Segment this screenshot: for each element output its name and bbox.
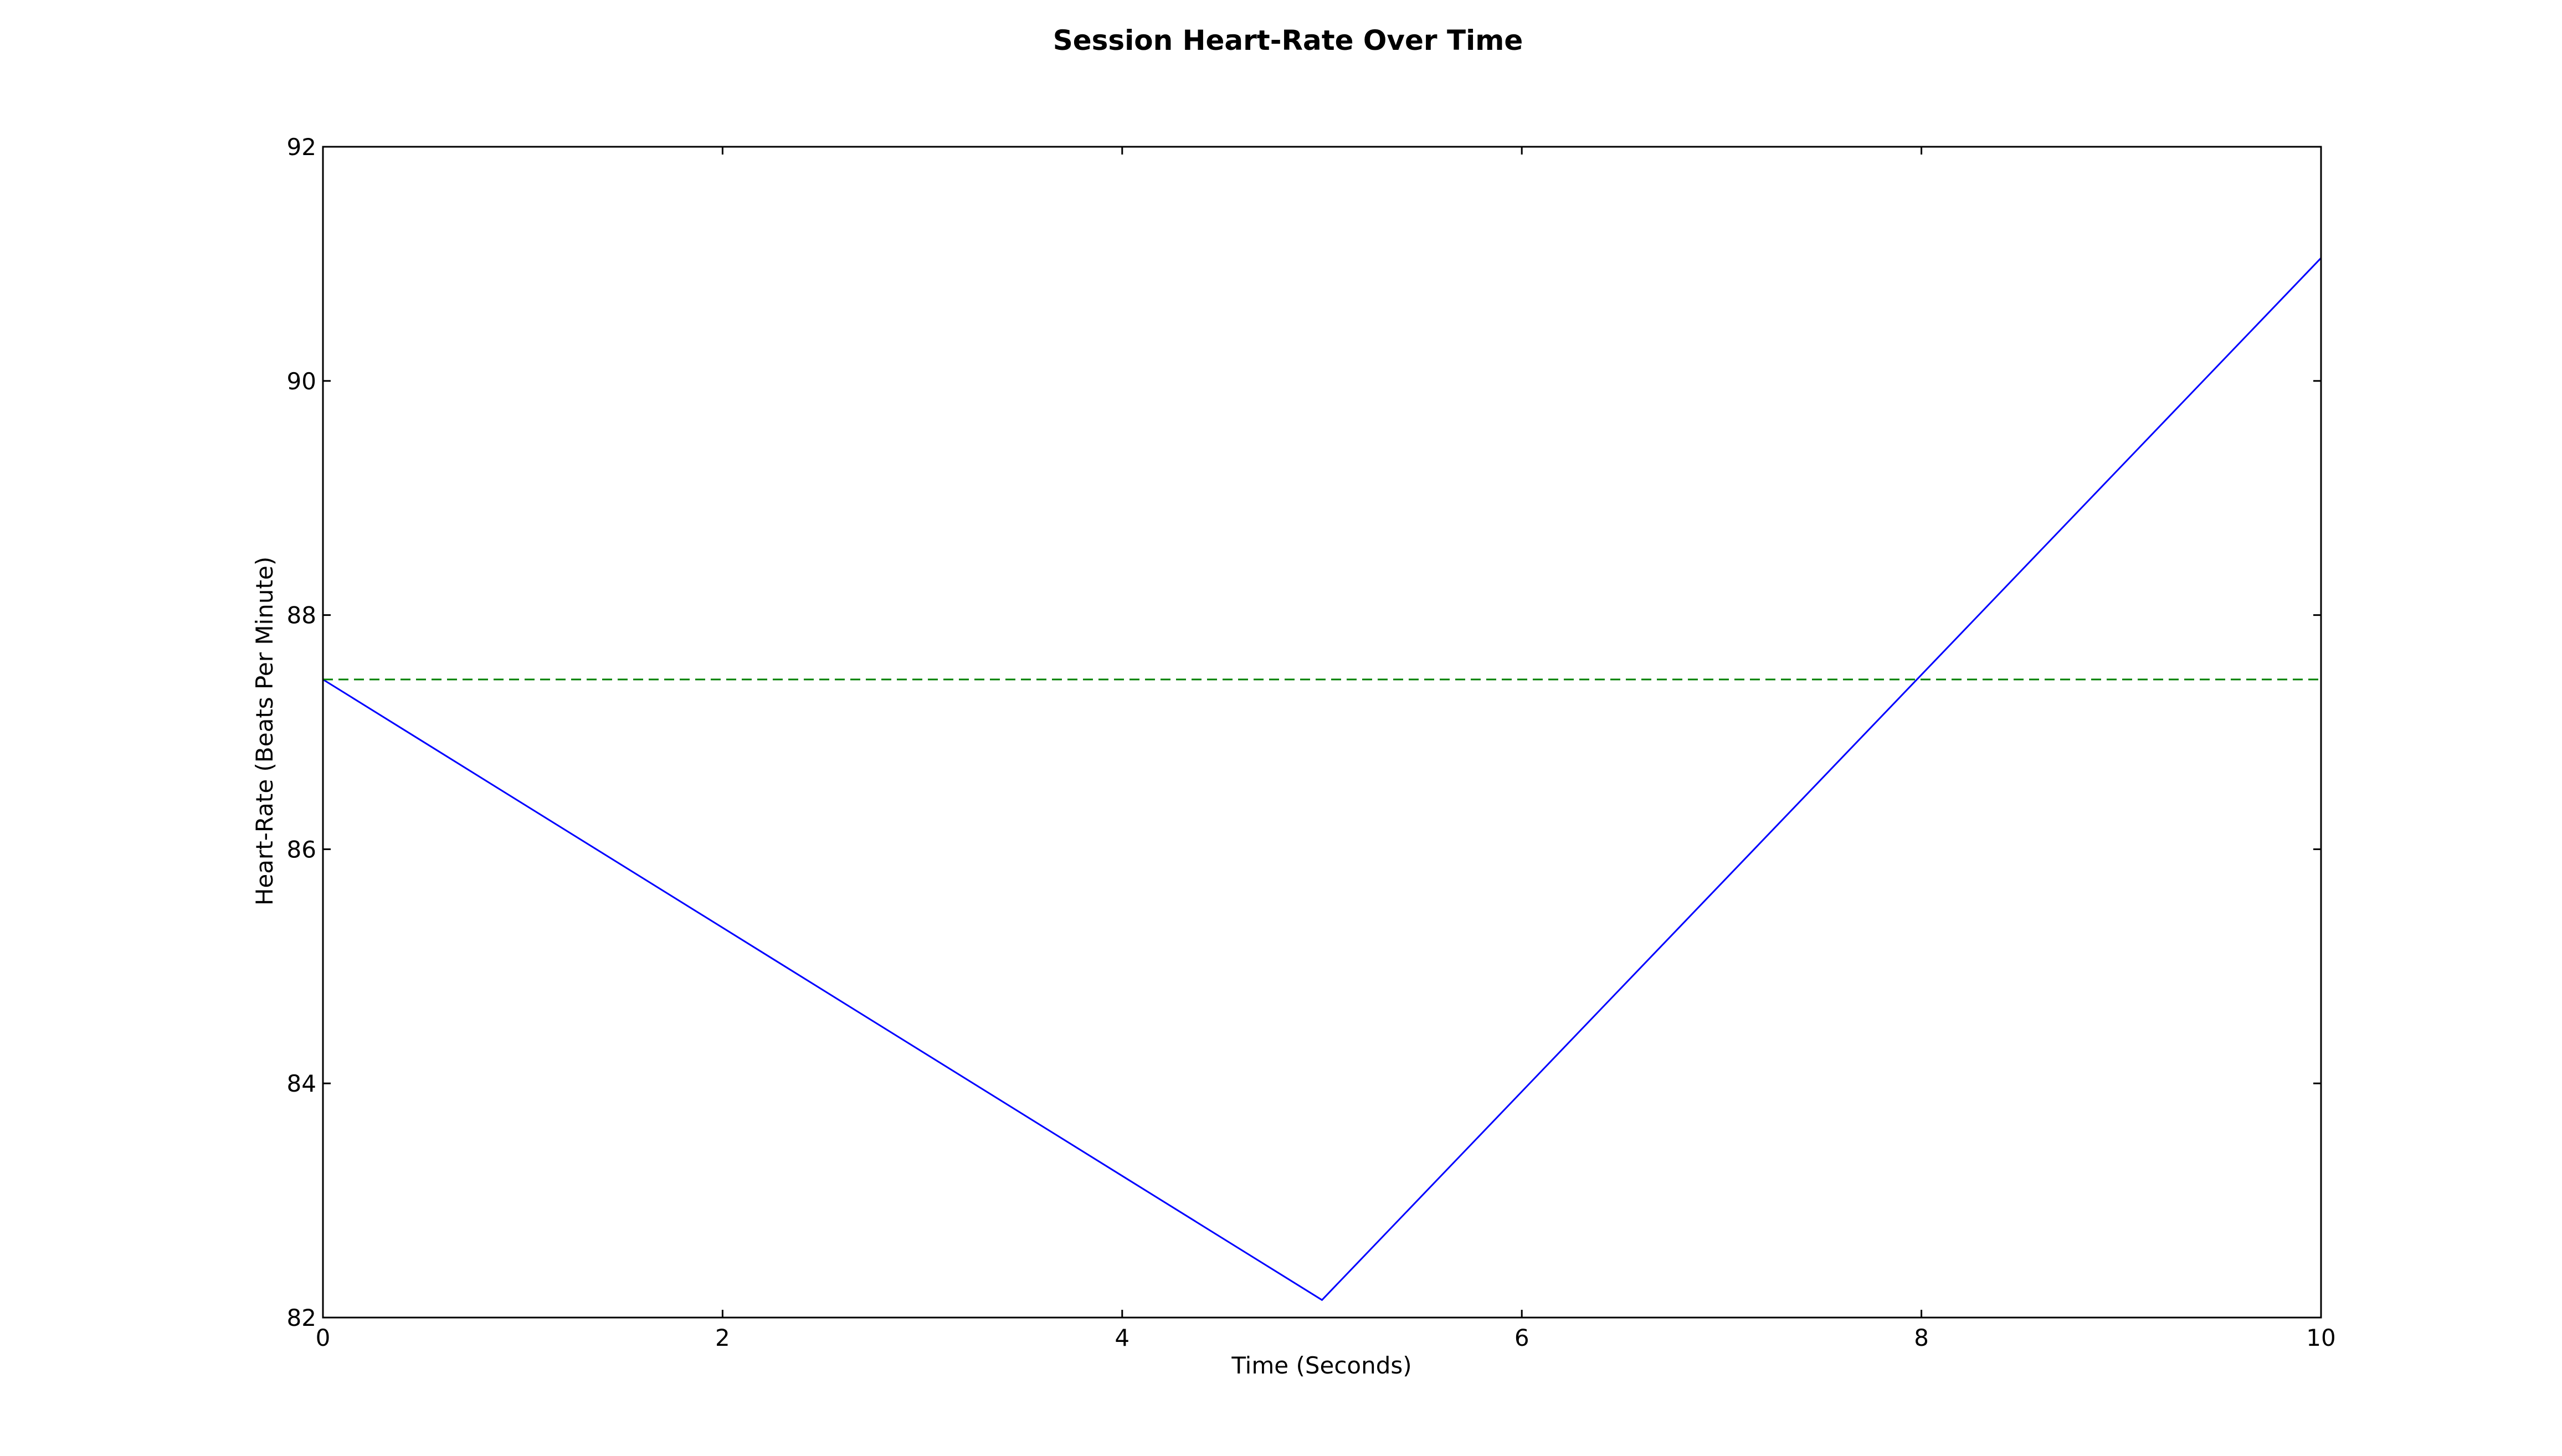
y-tick-label: 82 — [287, 1304, 316, 1331]
x-tick-label: 4 — [1115, 1324, 1129, 1351]
x-tick-label: 8 — [1914, 1324, 1929, 1351]
x-tick-label: 2 — [715, 1324, 730, 1351]
plot-area — [322, 257, 2322, 1301]
plot-frame — [322, 146, 2322, 1319]
x-axis-label: Time (Seconds) — [1231, 1352, 1411, 1379]
heart-rate-line — [322, 257, 2322, 1301]
y-axis-label: Heart-Rate (Beats Per Minute) — [251, 557, 278, 906]
y-tick-label: 90 — [287, 368, 316, 395]
y-tick-label: 88 — [287, 602, 316, 629]
x-tick-label: 10 — [2306, 1324, 2335, 1351]
y-tick-label: 92 — [287, 133, 316, 161]
y-tick-label: 84 — [287, 1070, 316, 1097]
y-tick-label: 86 — [287, 836, 316, 863]
x-tick-label: 0 — [316, 1324, 331, 1351]
axis-ticks: 0 2 4 6 8 10 82 84 86 88 90 92 — [287, 133, 2336, 1351]
x-tick-label: 6 — [1514, 1324, 1529, 1351]
chart-title: Session Heart-Rate Over Time — [1053, 24, 1523, 56]
